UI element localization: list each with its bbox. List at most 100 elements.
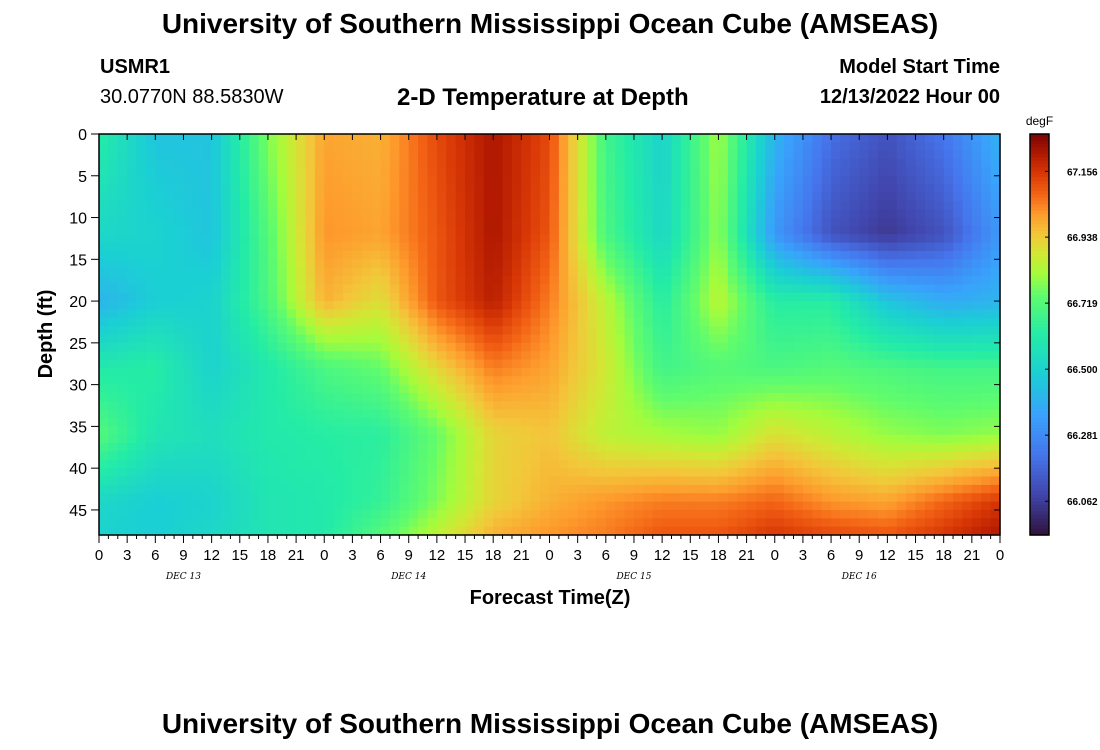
heatmap-cell — [755, 501, 766, 511]
heatmap-cell — [727, 259, 738, 269]
heatmap-cell — [718, 301, 729, 311]
heatmap-cell — [558, 267, 569, 277]
heatmap-cell — [831, 443, 842, 453]
heatmap-cell — [755, 284, 766, 294]
heatmap-cell — [802, 242, 813, 252]
heatmap-cell — [296, 342, 307, 352]
heatmap-cell — [615, 351, 626, 361]
heatmap-cell — [718, 167, 729, 177]
heatmap-cell — [633, 184, 644, 194]
heatmap-cell — [906, 175, 917, 185]
heatmap-cell — [230, 259, 241, 269]
heatmap-cell — [483, 217, 494, 227]
heatmap-cell — [971, 426, 982, 436]
heatmap-cell — [530, 426, 541, 436]
heatmap-cell — [737, 225, 748, 235]
heatmap-cell — [859, 301, 870, 311]
heatmap-cell — [117, 150, 128, 160]
heatmap-cell — [155, 418, 166, 427]
heatmap-cell — [587, 392, 598, 402]
heatmap-cell — [831, 284, 842, 294]
heatmap-cell — [446, 509, 457, 519]
heatmap-cell — [784, 426, 795, 436]
heatmap-cell — [718, 150, 729, 160]
heatmap-cell — [493, 284, 504, 294]
colorbar-segment — [1030, 224, 1049, 229]
heatmap-cell — [277, 242, 288, 252]
heatmap-cell — [859, 392, 870, 402]
heatmap-cell — [709, 259, 720, 269]
heatmap-cell — [868, 250, 879, 260]
heatmap-cell — [192, 209, 203, 219]
heatmap-cell — [239, 459, 250, 469]
heatmap-cell — [174, 276, 185, 285]
heatmap-cell — [343, 392, 354, 402]
heatmap-cell — [662, 526, 673, 536]
heatmap-cell — [483, 401, 494, 411]
heatmap-cell — [314, 242, 325, 252]
heatmap-cell — [530, 142, 541, 152]
heatmap-cell — [840, 426, 851, 436]
heatmap-cell — [314, 184, 325, 194]
heatmap-cell — [427, 309, 438, 319]
heatmap-cell — [343, 409, 354, 419]
heatmap-cell — [296, 317, 307, 327]
heatmap-cell — [455, 167, 466, 177]
heatmap-cell — [202, 367, 213, 377]
heatmap-cell — [887, 501, 898, 511]
heatmap-cell — [399, 342, 410, 352]
heatmap-cell — [427, 342, 438, 352]
heatmap-cell — [502, 526, 513, 536]
heatmap-cell — [202, 326, 213, 336]
heatmap-cell — [296, 150, 307, 160]
x-tick-label: 3 — [123, 547, 131, 564]
heatmap-cell — [690, 434, 701, 444]
heatmap-cell — [774, 342, 785, 352]
heatmap-cell — [361, 409, 372, 419]
heatmap-cell — [380, 259, 391, 269]
heatmap-cell — [859, 225, 870, 235]
heatmap-cell — [483, 184, 494, 194]
heatmap-cell — [755, 217, 766, 227]
heatmap-cell — [558, 443, 569, 453]
heatmap-cell — [511, 476, 522, 486]
heatmap-cell — [718, 468, 729, 478]
heatmap-cell — [211, 426, 222, 436]
heatmap-cell — [211, 134, 222, 143]
heatmap-cell — [174, 493, 185, 503]
heatmap-cell — [408, 367, 419, 377]
heatmap-cell — [155, 501, 166, 511]
heatmap-cell — [408, 384, 419, 394]
heatmap-cell — [924, 359, 935, 369]
heatmap-cell — [849, 367, 860, 377]
heatmap-cell — [943, 209, 954, 219]
heatmap-cell — [709, 501, 720, 511]
heatmap-cell — [652, 150, 663, 160]
heatmap-cell — [746, 376, 757, 386]
heatmap-cell — [483, 501, 494, 511]
heatmap-cell — [896, 234, 907, 244]
heatmap-cell — [915, 459, 926, 469]
heatmap-cell — [145, 301, 156, 311]
heatmap-cell — [718, 184, 729, 194]
heatmap-cell — [202, 484, 213, 494]
heatmap-cell — [502, 167, 513, 177]
heatmap-cell — [267, 142, 278, 152]
heatmap-cell — [371, 267, 382, 277]
heatmap-cell — [324, 276, 335, 285]
heatmap-cell — [530, 451, 541, 461]
heatmap-cell — [971, 267, 982, 277]
heatmap-cell — [333, 159, 344, 169]
heatmap-cell — [446, 443, 457, 453]
heatmap-cell — [361, 167, 372, 177]
heatmap-cell — [877, 376, 888, 386]
heatmap-cell — [877, 342, 888, 352]
heatmap-cell — [558, 209, 569, 219]
heatmap-cell — [727, 326, 738, 336]
heatmap-cell — [408, 276, 419, 285]
heatmap-cell — [859, 209, 870, 219]
heatmap-cell — [662, 284, 673, 294]
colorbar-segment — [1030, 287, 1049, 292]
heatmap-cell — [99, 284, 109, 294]
heatmap-cell — [568, 443, 579, 453]
